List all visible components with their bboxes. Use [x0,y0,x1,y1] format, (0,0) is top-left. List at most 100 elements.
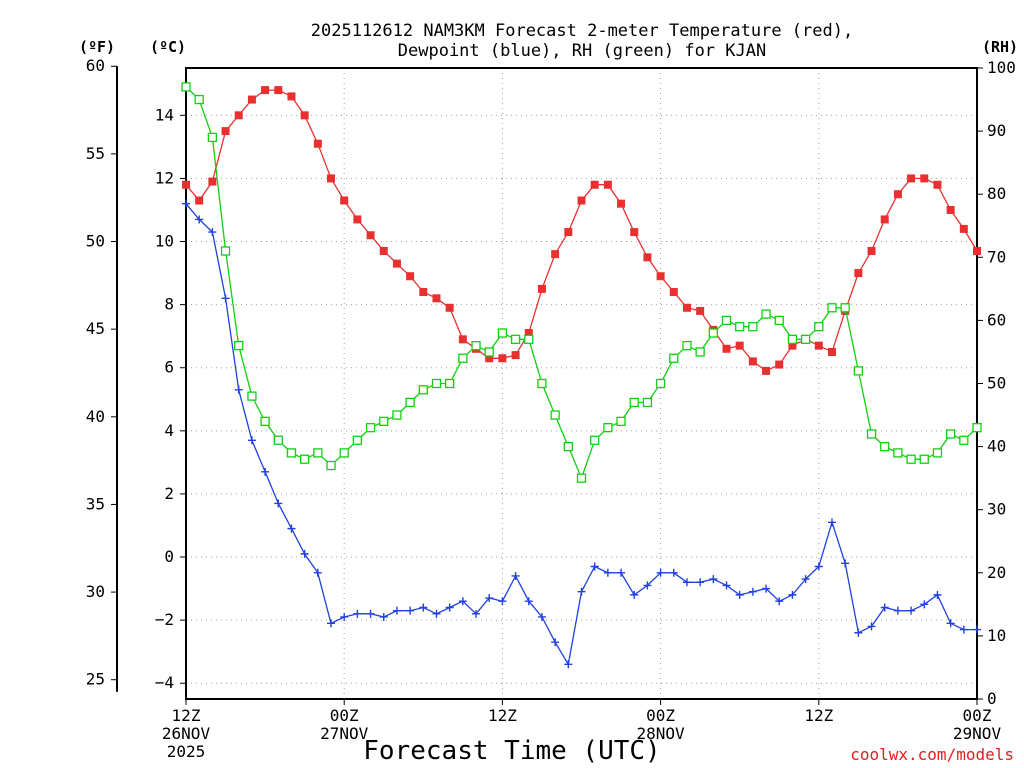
data-point [234,111,243,120]
data-point [973,625,981,634]
data-point [537,378,547,389]
data-point [748,587,757,596]
celsius-tick-label: 0 [164,547,174,566]
data-point [643,253,652,262]
data-point [722,581,731,590]
rh-unit-label: (RH) [982,38,1018,56]
data-series [181,82,982,669]
data-point [313,568,322,577]
data-point [472,609,481,618]
rh-tick-label: 20 [987,563,1006,582]
data-point [761,309,771,319]
data-point [221,294,230,303]
data-point [287,92,296,101]
data-point [854,628,863,637]
data-point [669,568,678,577]
series-2-meter-temperature [182,86,981,375]
data-point [800,334,811,344]
series-rh [181,82,982,483]
data-point [590,435,600,445]
data-point [207,132,218,143]
data-point [260,416,270,427]
data-point [945,429,956,439]
data-point [300,549,309,558]
data-point [603,568,612,577]
data-point [814,562,823,571]
data-point [827,303,837,313]
x-tick-label: 12Z [804,706,833,725]
data-point [603,423,613,433]
x-tick-label: 00Z [330,706,359,725]
axes [111,65,983,705]
data-point [551,638,560,647]
rh-tick-label: 40 [987,437,1006,456]
data-point [247,95,256,104]
data-point [577,587,586,596]
data-point [814,341,823,350]
series-line [185,89,978,372]
fahrenheit-tick-label: 60 [86,56,105,75]
data-point [907,174,916,183]
data-point [920,600,929,609]
x-tick-label: 00Z [646,706,675,725]
rh-tick-label: 50 [987,374,1006,393]
data-point [485,594,494,603]
data-point [537,284,546,293]
data-point [630,228,639,237]
data-point [352,435,363,445]
data-point [814,322,824,332]
data-point [234,385,243,394]
data-point [709,575,718,584]
data-point [247,391,257,401]
data-point [669,353,679,363]
data-point [853,366,863,376]
data-point [920,174,929,183]
data-point [182,199,190,208]
data-point [274,86,283,95]
fahrenheit-tick-label: 30 [86,582,105,601]
rh-tick-label: 10 [987,626,1006,645]
data-point [510,334,521,344]
fahrenheit-tick-label: 55 [86,144,105,163]
data-point [696,578,705,587]
celsius-tick-label: 14 [155,105,174,124]
data-point [564,228,573,237]
data-point [932,448,943,458]
data-point [866,429,877,439]
data-point [682,303,691,312]
data-point [340,612,349,621]
data-point [419,603,428,612]
data-point [220,246,231,256]
data-point [972,423,982,433]
data-point [617,568,626,577]
data-point [801,575,810,584]
data-point [392,606,401,615]
data-point [867,246,876,255]
data-point [775,597,784,606]
celsius-tick-label: 8 [164,295,174,314]
x-tick-label: 00Z [963,706,992,725]
data-point [696,306,705,315]
data-point [458,597,467,606]
data-point [590,562,599,571]
data-point [379,416,389,427]
data-point [194,94,204,105]
data-point [286,448,297,458]
data-point [748,322,758,332]
data-point [353,609,362,618]
data-point [840,303,850,313]
data-point [906,454,916,464]
data-point [497,328,508,338]
data-point [629,397,639,408]
data-point [234,340,244,351]
data-point [788,341,797,350]
data-point [511,571,520,580]
data-point [774,315,784,326]
data-point [577,196,586,205]
data-point [893,448,903,458]
x-tick-label: 12Z [172,706,201,725]
data-point [471,340,481,351]
grid-lines [186,68,977,699]
data-point [418,385,428,395]
data-point [616,416,626,427]
